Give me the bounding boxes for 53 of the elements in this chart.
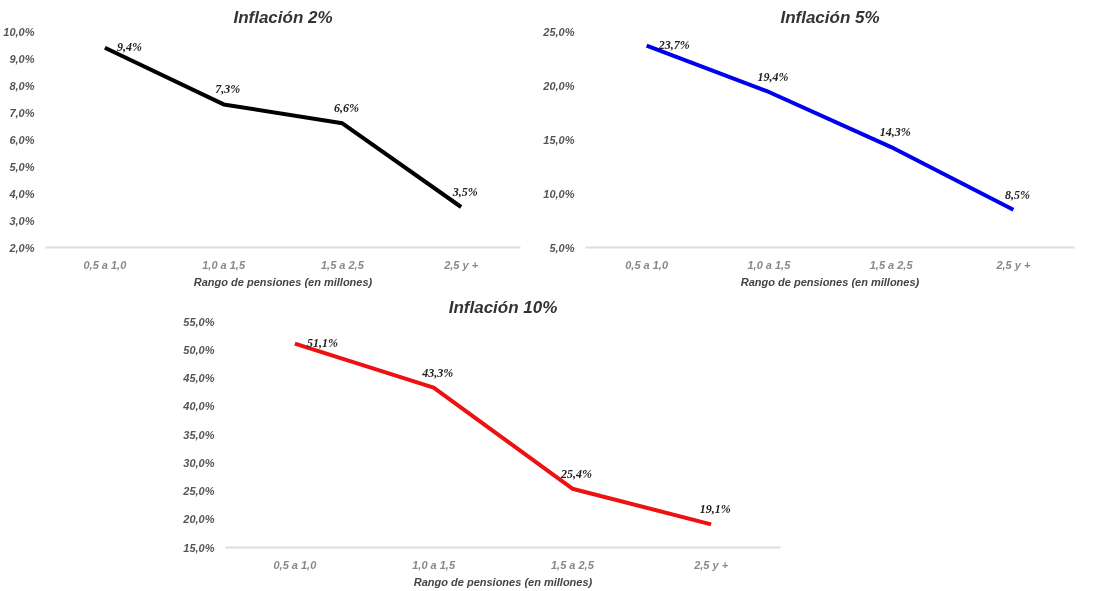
- x-tick-label: 0,5 a 1,0: [625, 258, 669, 271]
- data-label: 19,1%: [699, 502, 731, 517]
- y-tick-label: 7,0%: [9, 106, 35, 119]
- x-tick-label: 2,5 y +: [693, 558, 729, 571]
- y-tick-label: 4,0%: [8, 187, 35, 200]
- data-label: 19,4%: [757, 69, 789, 84]
- x-tick-label: 1,5 a 2,5: [320, 258, 365, 271]
- y-tick-label: 5,0%: [549, 241, 575, 254]
- x-tick-label: 1,5 a 2,5: [550, 558, 595, 571]
- y-tick-label: 20,0%: [542, 79, 575, 92]
- data-label: 9,4%: [116, 39, 142, 54]
- y-tick-label: 10,0%: [543, 187, 575, 200]
- y-tick-label: 30,0%: [183, 456, 215, 469]
- data-label: 6,6%: [333, 101, 359, 116]
- x-tick-label: 1,0 a 1,5: [747, 258, 792, 271]
- y-tick-label: 15,0%: [543, 133, 575, 146]
- chart-title: Inflación 2%: [233, 7, 333, 27]
- y-tick-label: 20,0%: [182, 513, 215, 526]
- x-axis-title: Rango de pensiones (en millones): [740, 275, 920, 288]
- y-tick-label: 25,0%: [182, 485, 215, 497]
- data-label: 3,5%: [451, 185, 478, 199]
- y-tick-label: 50,0%: [183, 343, 215, 356]
- data-label: 25,4%: [559, 466, 592, 481]
- data-label: 8,5%: [1004, 187, 1030, 202]
- x-tick-label: 1,0 a 1,5: [412, 558, 456, 571]
- x-tick-label: 1,0 a 1,5: [202, 258, 246, 271]
- y-tick-label: 25,0%: [542, 25, 575, 38]
- y-tick-label: 55,0%: [183, 315, 215, 328]
- chart-title: Inflación 5%: [780, 7, 880, 27]
- y-tick-label: 9,0%: [9, 52, 35, 65]
- y-tick-label: 8,0%: [9, 79, 35, 92]
- x-tick-label: 1,5 a 2,5: [869, 258, 914, 271]
- x-axis-title: Rango de pensiones (en millones): [413, 575, 593, 588]
- y-tick-label: 6,0%: [9, 133, 35, 146]
- chart-title: Inflación 10%: [448, 297, 558, 317]
- x-tick-label: 2,5 y +: [995, 258, 1031, 271]
- y-tick-label: 5,0%: [9, 160, 35, 173]
- y-tick-label: 10,0%: [3, 25, 35, 38]
- y-tick-label: 2,0%: [8, 241, 35, 254]
- x-tick-label: 2,5 y +: [443, 258, 479, 271]
- y-tick-label: 45,0%: [182, 372, 215, 384]
- x-tick-label: 0,5 a 1,0: [83, 258, 128, 271]
- y-tick-label: 40,0%: [182, 400, 215, 413]
- y-tick-label: 3,0%: [9, 214, 35, 227]
- data-label: 14,3%: [879, 125, 911, 140]
- data-label: 43,3%: [421, 365, 454, 380]
- x-tick-label: 0,5 a 1,0: [273, 558, 318, 571]
- y-tick-label: 35,0%: [183, 428, 215, 441]
- x-axis-title: Rango de pensiones (en millones): [193, 275, 373, 288]
- data-label: 51,1%: [306, 335, 338, 350]
- data-label: 23,7%: [657, 37, 690, 52]
- y-tick-label: 15,0%: [183, 541, 215, 554]
- data-label: 7,3%: [215, 82, 241, 97]
